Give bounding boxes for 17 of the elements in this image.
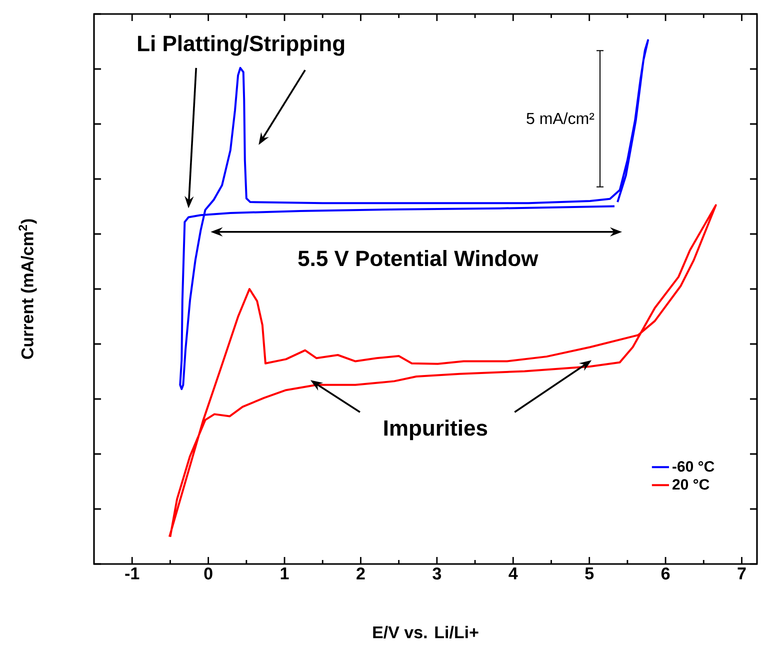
x-tick-label: 5	[585, 568, 594, 580]
x-tick-label: 3	[432, 568, 442, 580]
x-tick-label: 6	[661, 568, 670, 580]
x-tick-label: 1	[280, 568, 289, 580]
annotation: 5.5 V Potential Window	[298, 250, 538, 266]
annotation: Impurities	[384, 420, 488, 440]
x-tick-label: 0	[204, 568, 212, 580]
x-axis-title: E/V vs. Li/Li+	[373, 626, 478, 639]
x-tick-label: 4	[508, 568, 518, 580]
y-axis-title: Current (mA/cm$^{2}$)	[18, 219, 37, 359]
x-tick-label: 2	[356, 568, 365, 580]
annotation: Li Platting/Stripping	[138, 35, 344, 56]
annotation: 5 mA/cm²	[526, 112, 594, 124]
legend-label: -60 °C	[672, 461, 714, 472]
x-tick-label: 7	[738, 568, 746, 580]
x-tick-label: -1	[125, 568, 140, 580]
legend-label: 20 °C	[672, 479, 710, 490]
